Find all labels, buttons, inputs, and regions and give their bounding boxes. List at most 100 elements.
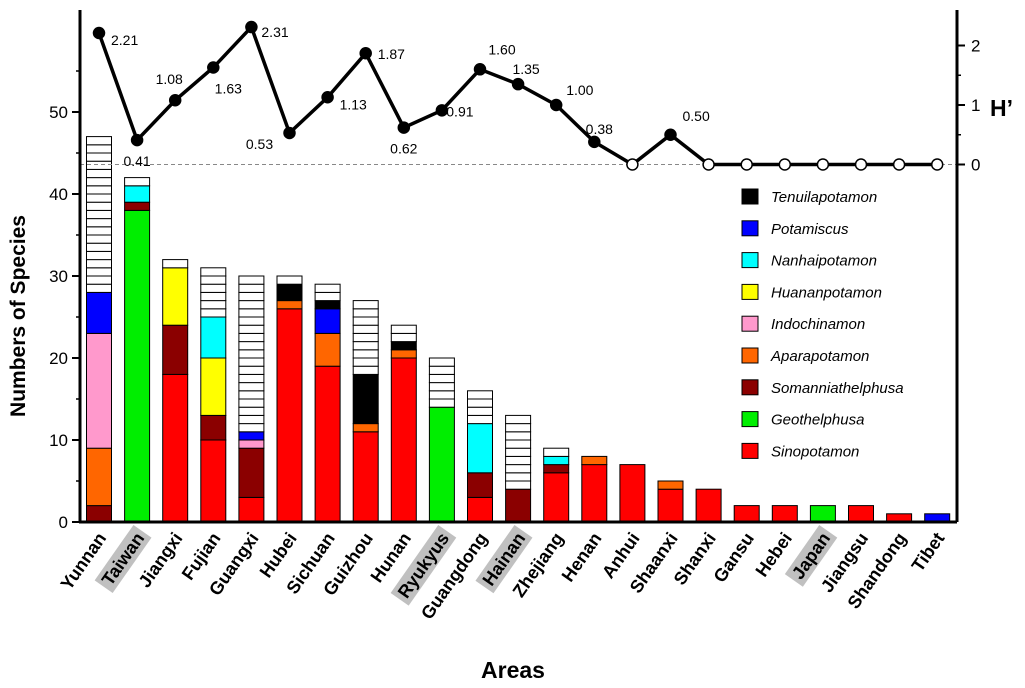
bar-segment-guangxi-other (238, 357, 265, 367)
bar-segment-yunnan-other (86, 259, 112, 269)
bar-segment-guizhou-other (352, 300, 379, 310)
bar-segment-yunnan-other (86, 193, 112, 203)
bar-segment-hainan-other (505, 439, 532, 449)
x-tick-highlight-taiwan (94, 524, 152, 594)
bar-segment-hainan-other (505, 431, 532, 441)
bar-segment-guangdong-other (467, 414, 493, 425)
h-prime-point-sichuan (321, 91, 334, 104)
h-prime-label-fujian: 1.63 (215, 81, 242, 97)
y-tick-label-0: 0 (59, 513, 68, 532)
legend-swatch-sinopotamon (741, 442, 759, 459)
bar-segment-guangxi-other (238, 275, 265, 285)
x-tick-highlight-hainan (475, 524, 533, 594)
h-prime-label-guangxi: 2.31 (261, 24, 288, 40)
bar-segment-ryukyus-other (428, 357, 455, 367)
x-tick-labels: YunnanTaiwanJiangxiFujianGuangxiHubeiSic… (57, 524, 949, 623)
bar-segment-ryukyus-other (428, 390, 455, 400)
bar-segment-hainan-other (505, 414, 532, 425)
bar-segment-guizhou-other (352, 341, 379, 351)
bar-segment-guangxi-other (238, 414, 265, 425)
bar-segment-guangxi-other (238, 332, 265, 343)
h-prime-point-japan (816, 158, 830, 171)
bar-segment-sichuan-aparapotamon (314, 332, 341, 367)
legend-swatch-geothelphusa (741, 411, 759, 428)
h-prime-point-hainan (511, 77, 525, 91)
legend-swatch-indochinamon (741, 315, 759, 332)
bar-segment-ryukyus-other (428, 365, 455, 375)
bar-segment-sichuan-sinopotamon (314, 365, 341, 523)
bar-segment-yunnan-indochinamon (86, 332, 112, 449)
legend-swatch-nanhaipotamon (741, 252, 759, 269)
bar-segment-fujian-other (200, 308, 227, 318)
bar-segment-hainan-other (505, 464, 532, 474)
h-prime-label-taiwan: 0.41 (123, 153, 150, 169)
bar-segment-fujian-other (200, 267, 227, 277)
bar-segment-fujian-somanniathelphusa (200, 414, 227, 441)
h-prime-label-hubei: 0.53 (246, 136, 273, 152)
h-prime-label-hunan: 0.62 (390, 141, 417, 157)
h-prime-label-ryukyus: 0.91 (446, 103, 473, 119)
bar-segment-guangxi-other (238, 390, 265, 400)
bar-segment-yunnan-other (86, 168, 112, 179)
legend-label-geothelphusa: Geothelphusa (771, 412, 864, 429)
bar-segment-shaanxi-aparapotamon (657, 480, 684, 490)
bar-segment-guangxi-other (238, 349, 265, 359)
bar-segment-sichuan-potamiscus (314, 308, 341, 334)
x-tick-label-tibet: Tibet (908, 529, 949, 575)
legend-swatch-potamiscus (741, 220, 759, 237)
bar-segment-hunan-other (390, 332, 417, 343)
bar-segment-yunnan-aparapotamon (86, 447, 112, 507)
bar-segment-taiwan-somanniathelphusa (124, 201, 151, 211)
bar-segment-yunnan-other (86, 160, 112, 170)
legend-label-aparapotamon: Aparapotamon (770, 348, 869, 365)
bar-segment-jiangxi-sinopotamon (162, 373, 189, 523)
bar-segment-guizhou-other (352, 324, 379, 334)
bar-segment-guangxi-other (238, 423, 265, 433)
legend-label-nanhaipotamon: Nanhaipotamon (771, 253, 877, 270)
bar-segment-taiwan-geothelphusa (124, 209, 151, 523)
bar-segment-sichuan-tenuilapotamon (314, 300, 341, 310)
bar-segment-ryukyus-other (428, 398, 455, 408)
bar-segment-guizhou-aparapotamon (352, 423, 379, 433)
h-prime-label-yunnan: 2.21 (111, 32, 138, 48)
bar-segment-guangxi-other (238, 398, 265, 408)
bar-segment-zhejiang-nanhaipotamon (543, 455, 570, 466)
bar-segment-guangdong-sinopotamon (467, 496, 493, 523)
h-prime-point-shandong (892, 158, 906, 171)
bar-segment-yunnan-other (86, 250, 112, 261)
h-prime-point-anhui (626, 158, 639, 171)
x-tick-gansu: Gansu (709, 529, 758, 586)
bar-segment-guizhou-sinopotamon (352, 431, 379, 523)
legend-label-sinopotamon: Sinopotamon (771, 443, 859, 460)
x-tick-label-henan: Henan (558, 529, 606, 586)
h-prime-label-zhejiang: 1.00 (566, 82, 593, 98)
y2-tick-label-2: 2 (971, 37, 980, 56)
bar-segment-hunan-sinopotamon (390, 357, 417, 523)
h-prime-point-ryukyus (435, 104, 449, 117)
bar-segment-yunnan-other (86, 201, 112, 211)
bar-segment-guangxi-other (238, 316, 265, 326)
legend-swatch-huananpotamon (741, 283, 759, 300)
bar-segment-jiangsu-sinopotamon (848, 505, 874, 523)
bar-segment-yunnan-other (86, 152, 112, 162)
bar-segment-guizhou-other (352, 349, 379, 359)
bar-segment-shaanxi-sinopotamon (657, 488, 684, 523)
h-prime-point-shanxi (702, 158, 715, 171)
bar-segment-hainan-other (505, 480, 532, 490)
bar-segment-guangdong-other (467, 398, 493, 408)
y2-axis-label: H’ (990, 95, 1013, 121)
bar-segment-hainan-other (505, 423, 532, 433)
bar-segment-hainan-somanniathelphusa (505, 488, 532, 523)
bar-segment-jiangxi-other (162, 259, 189, 269)
bar-segment-guangxi-other (238, 406, 265, 416)
bar-segment-guangxi-other (238, 324, 265, 334)
bar-segment-yunnan-other (86, 136, 112, 146)
h-prime-point-yunnan (92, 26, 106, 40)
h-prime-label-shaanxi: 0.50 (683, 108, 710, 124)
bar-segment-gansu-sinopotamon (733, 505, 760, 523)
bar-segment-hainan-other (505, 455, 532, 466)
y-tick-label-50: 50 (49, 103, 68, 122)
bar-segment-sichuan-other (314, 291, 341, 302)
bar-segment-guangxi-potamiscus (238, 431, 265, 441)
legend-label-tenuilapotamon: Tenuilapotamon (771, 189, 877, 206)
